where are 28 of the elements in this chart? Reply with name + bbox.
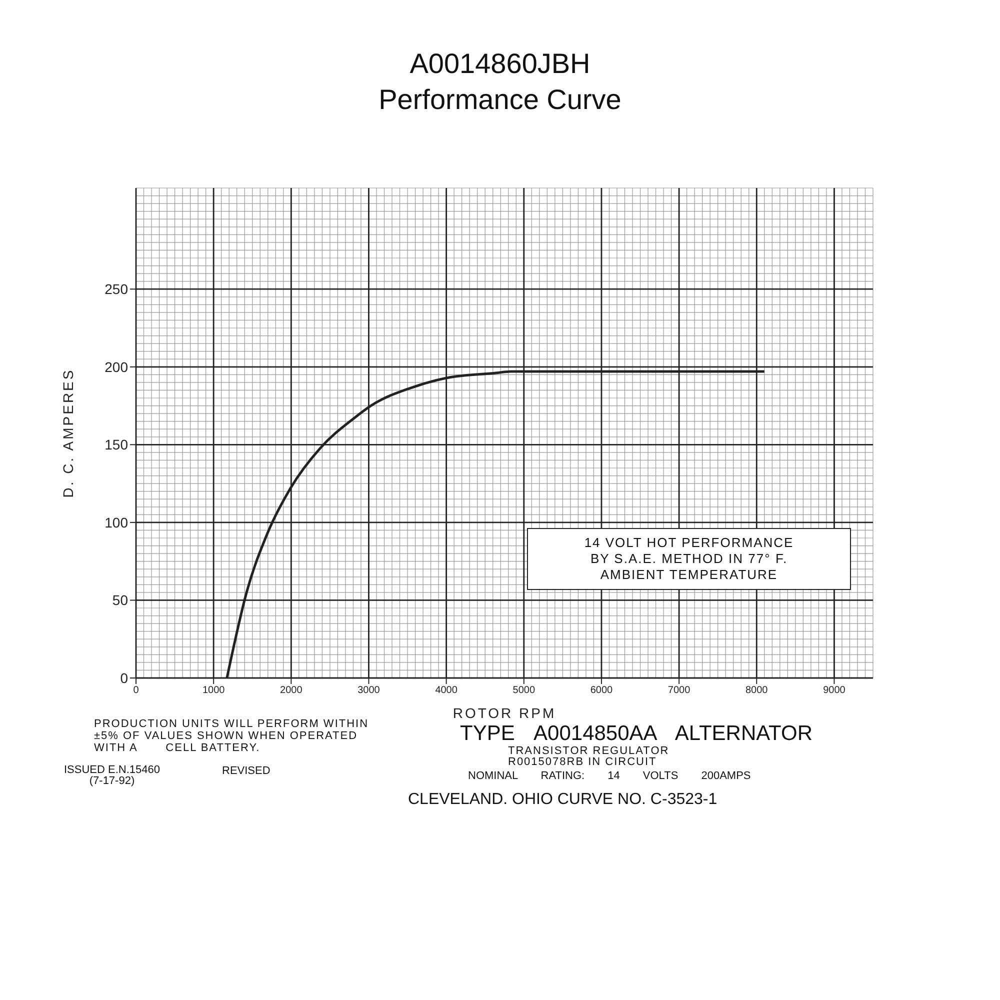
y-axis-title: D. C. AMPERES	[60, 368, 76, 498]
x-tick-label: 5000	[512, 685, 536, 696]
x-tick-label: 6000	[590, 685, 614, 696]
y-tick-label: 50	[112, 592, 128, 608]
x-tick-label: 1000	[202, 685, 226, 696]
y-tick-label: 200	[104, 358, 128, 375]
text: TYPE A0014850AA ALTERNATOR	[460, 722, 813, 746]
text: TRANSISTOR REGULATOR R0015078RB IN CIRCUIT	[508, 745, 670, 768]
y-tick-label: 250	[104, 281, 128, 298]
x-tick-label: 7000	[668, 685, 691, 696]
x-tick-label: 0	[133, 685, 140, 696]
text: REVISED	[222, 765, 270, 777]
x-tick-label: 9000	[823, 685, 846, 696]
x-axis-title: ROTOR RPM	[452, 705, 556, 721]
text: ISSUED E.N.15460 (7-17-92)	[64, 764, 160, 787]
y-tick-label: 150	[104, 436, 128, 453]
chart-title: A0014860JBH	[408, 47, 592, 81]
note-box: 14 VOLT HOT PERFORMANCE BY S.A.E. METHOD IN 77° F. AMBIENT TEMPERATURE	[527, 528, 851, 590]
text: PRODUCTION UNITS WILL PERFORM WITHIN ±5% OF VALUES SHOWN WHEN OPERATED WITH A CELL BATTERY.	[94, 718, 369, 754]
y-tick-label: 100	[104, 514, 128, 530]
chart-subtitle: Performance Curve	[378, 83, 622, 117]
x-tick-label: 2000	[280, 685, 303, 696]
text: NOMINAL RATING: 14 VOLTS 200AMPS	[468, 770, 751, 782]
text: CLEVELAND. OHIO CURVE NO. C-3523-1	[408, 791, 718, 809]
x-tick-label: 8000	[746, 685, 768, 696]
y-tick-label: 0	[120, 670, 128, 686]
x-tick-label: 4000	[435, 685, 458, 696]
x-tick-label: 3000	[358, 685, 380, 696]
